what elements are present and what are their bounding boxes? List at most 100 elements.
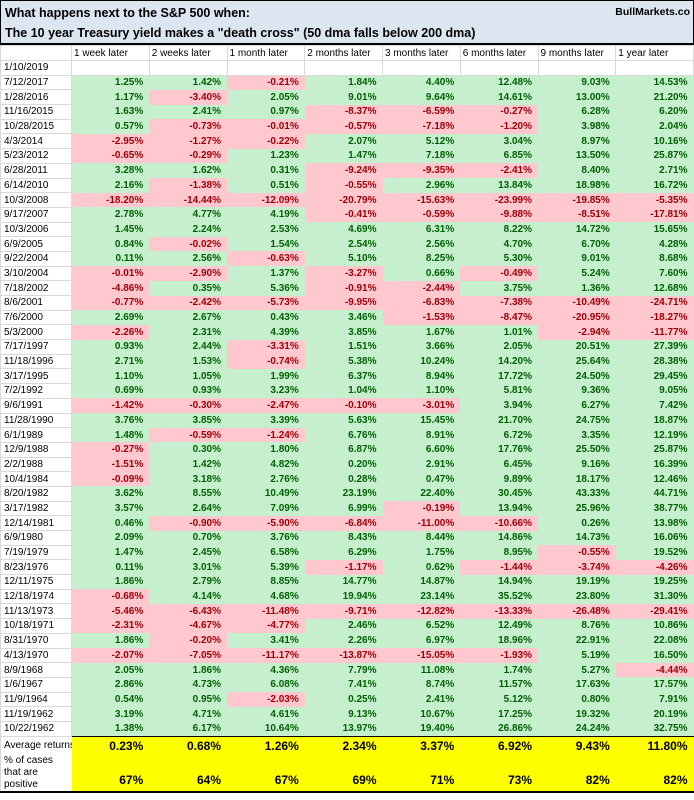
average-returns-row-value: 3.37% — [382, 735, 461, 756]
value-cell: 14.61% — [460, 89, 538, 105]
value-cell: 0.69% — [71, 383, 150, 399]
value-cell: 23.14% — [382, 589, 461, 604]
value-cell: 4.36% — [227, 662, 305, 678]
value-cell: 0.46% — [71, 515, 150, 531]
page-title-line2: The 10 year Treasury yield makes a "deat… — [5, 26, 476, 40]
value-cell: 4.61% — [227, 706, 305, 722]
value-cell: 6.17% — [149, 721, 227, 737]
value-cell: -7.05% — [149, 648, 227, 663]
table-row: 2/2/1988 -1.51% 1.42% 4.82% 0.20% 2.91% 6.45% 9… — [0, 456, 694, 473]
header-cell-date — [0, 45, 72, 61]
date-cell: 11/19/1962 — [0, 706, 72, 722]
value-cell: 8.68% — [615, 251, 694, 267]
value-cell: 8.94% — [382, 368, 461, 384]
value-cell: 3.57% — [71, 501, 150, 516]
value-cell: 2.56% — [382, 236, 461, 252]
table-row: 9/17/2007 2.78% 4.77% 4.19% -0.41% -0.59% -9.8… — [0, 206, 694, 223]
value-cell: 0.93% — [71, 339, 150, 355]
value-cell: -0.41% — [304, 207, 383, 223]
value-cell: 44.71% — [615, 486, 694, 502]
value-cell: 24.50% — [538, 368, 616, 384]
percent-positive-row-value: 82% — [538, 755, 616, 794]
value-cell: 8.25% — [382, 251, 461, 267]
value-cell: 9.16% — [538, 457, 616, 472]
value-cell: 6.99% — [304, 501, 383, 516]
table-row: 10/22/1962 1.38% 6.17% 10.64% 13.97% 19.40% 26… — [0, 720, 694, 737]
value-cell: 38.77% — [615, 501, 694, 516]
value-cell: 1.75% — [382, 545, 461, 560]
value-cell: 8.85% — [227, 574, 305, 590]
value-cell: 1.38% — [71, 721, 150, 737]
value-cell: 5.39% — [227, 559, 305, 575]
value-cell: 23.80% — [538, 589, 616, 604]
date-cell: 7/19/1979 — [0, 544, 72, 561]
table-row: 10/3/2006 1.45% 2.24% 2.53% 4.69% 6.31% 8.22% 1… — [0, 221, 694, 238]
table-row: 9/6/1991 -1.42% -0.30% -2.47% -0.10% -3.01% 3.… — [0, 397, 694, 414]
value-cell: -0.29% — [149, 148, 227, 164]
value-cell: -23.99% — [460, 192, 538, 208]
value-cell: -0.91% — [304, 280, 383, 296]
value-cell: 26.86% — [460, 721, 538, 737]
value-cell: -9.88% — [460, 207, 538, 223]
value-cell: 4.19% — [227, 207, 305, 223]
value-cell: 29.45% — [615, 368, 694, 384]
value-cell: 0.11% — [71, 251, 150, 267]
value-cell: 22.08% — [615, 633, 694, 648]
date-cell: 12/11/1975 — [0, 574, 72, 590]
value-cell: -5.35% — [615, 192, 694, 208]
date-cell: 5/3/2000 — [0, 324, 72, 341]
table-row: 11/19/1962 3.19% 4.71% 4.61% 9.13% 10.67% 17.2… — [0, 706, 694, 722]
value-cell: -14.44% — [149, 192, 227, 208]
average-returns-row-value: 1.26% — [227, 735, 305, 756]
value-cell: 1.74% — [460, 662, 538, 678]
header-cell-4: 2 months later — [304, 45, 383, 61]
percent-positive-row-value: 82% — [615, 755, 694, 794]
value-cell: -1.27% — [149, 133, 227, 149]
value-cell: 3.66% — [382, 339, 461, 355]
value-cell: 10.24% — [382, 354, 461, 369]
date-cell: 9/17/2007 — [0, 206, 72, 223]
value-cell: 1.53% — [149, 354, 227, 369]
value-cell: 19.25% — [615, 574, 694, 590]
value-cell: 9.01% — [304, 89, 383, 105]
value-cell: -2.26% — [71, 324, 150, 340]
value-cell: 0.97% — [227, 104, 305, 120]
value-cell: 7.09% — [227, 501, 305, 516]
value-cell: 12.48% — [460, 75, 538, 90]
value-cell: 32.75% — [615, 721, 694, 737]
value-cell: 5.12% — [382, 133, 461, 149]
value-cell: -0.01% — [227, 119, 305, 134]
value-cell: 18.98% — [538, 178, 616, 193]
value-cell: 6.52% — [382, 618, 461, 634]
value-cell: 2.96% — [382, 178, 461, 193]
value-cell: 1.42% — [149, 457, 227, 472]
value-cell: 6.20% — [615, 104, 694, 120]
value-cell: -3.01% — [382, 398, 461, 413]
value-cell: 2.31% — [149, 324, 227, 340]
value-cell: 0.51% — [227, 178, 305, 193]
table-row: 6/28/2011 3.28% 1.62% 0.31% -9.24% -9.35% -2.4… — [0, 162, 694, 179]
value-cell: 5.36% — [227, 280, 305, 296]
value-cell: 3.39% — [227, 413, 305, 428]
value-cell: -0.22% — [227, 133, 305, 149]
value-cell: 13.94% — [460, 501, 538, 516]
value-cell: -9.95% — [304, 295, 383, 311]
date-cell: 7/17/1997 — [0, 339, 72, 355]
value-cell: -0.59% — [149, 427, 227, 443]
value-cell: 0.84% — [71, 236, 150, 252]
value-cell: 1.23% — [227, 148, 305, 164]
value-cell: 6.97% — [382, 633, 461, 648]
date-cell: 1/10/2019 — [0, 60, 72, 76]
value-cell: 16.06% — [615, 530, 694, 546]
value-cell: 3.94% — [460, 398, 538, 413]
value-cell: 6.37% — [304, 368, 383, 384]
value-cell: 2.41% — [382, 692, 461, 707]
value-cell: 6.85% — [460, 148, 538, 164]
date-cell: 6/28/2011 — [0, 162, 72, 179]
value-cell: 1.10% — [382, 383, 461, 399]
average-returns-row-value: 0.68% — [149, 735, 227, 756]
table-row: 10/3/2008 -18.20% -14.44% -12.09% -20.79% -15… — [0, 192, 694, 208]
value-cell: 19.19% — [538, 574, 616, 590]
table-row: 11/16/2015 1.63% 2.41% 0.97% -8.37% -6.59% -0.… — [0, 104, 694, 120]
value-cell: 24.75% — [538, 413, 616, 428]
